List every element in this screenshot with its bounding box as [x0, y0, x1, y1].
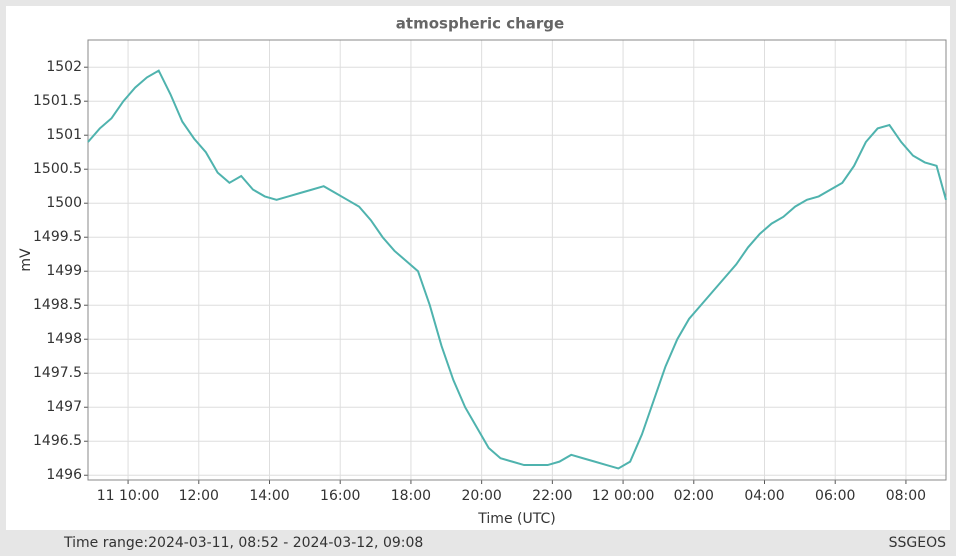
x-tick-label: 08:00 — [886, 488, 926, 504]
x-tick-label: 12 00:00 — [592, 488, 655, 504]
y-tick-label: 1496 — [46, 467, 82, 483]
footer-time-range: Time range:2024-03-11, 08:52 - 2024-03-1… — [63, 535, 423, 551]
y-tick-label: 1498.5 — [33, 297, 82, 313]
x-tick-label: 04:00 — [744, 488, 784, 504]
chart-title: atmospheric charge — [396, 15, 564, 33]
footer-source: SSGEOS — [889, 535, 946, 551]
chart-background — [6, 6, 950, 530]
x-tick-label: 18:00 — [391, 488, 431, 504]
y-tick-label: 1502 — [46, 59, 82, 75]
data-line — [87, 69, 947, 470]
x-tick-label: 02:00 — [674, 488, 714, 504]
x-tick-label: 11 10:00 — [97, 488, 160, 504]
x-tick-label: 12:00 — [179, 488, 219, 504]
x-axis-label: Time (UTC) — [477, 511, 555, 527]
y-tick-label: 1497 — [46, 399, 82, 415]
x-tick-label: 20:00 — [461, 488, 501, 504]
y-tick-label: 1499.5 — [33, 229, 82, 245]
y-tick-label: 1500 — [46, 195, 82, 211]
plot-frame — [87, 39, 947, 481]
y-tick-label: 1499 — [46, 263, 82, 279]
y-tick-label: 1497.5 — [33, 365, 82, 381]
x-tick-label: 16:00 — [320, 488, 360, 504]
x-tick-label: 06:00 — [815, 488, 855, 504]
y-axis-label: mV — [18, 248, 34, 272]
y-tick-label: 1501 — [46, 127, 82, 143]
y-tick-label: 1500.5 — [33, 161, 82, 177]
x-tick-label: 22:00 — [532, 488, 572, 504]
x-tick-label: 14:00 — [249, 488, 289, 504]
y-tick-label: 1501.5 — [33, 93, 82, 109]
y-tick-label: 1498 — [46, 331, 82, 347]
y-tick-label: 1496.5 — [33, 433, 82, 449]
